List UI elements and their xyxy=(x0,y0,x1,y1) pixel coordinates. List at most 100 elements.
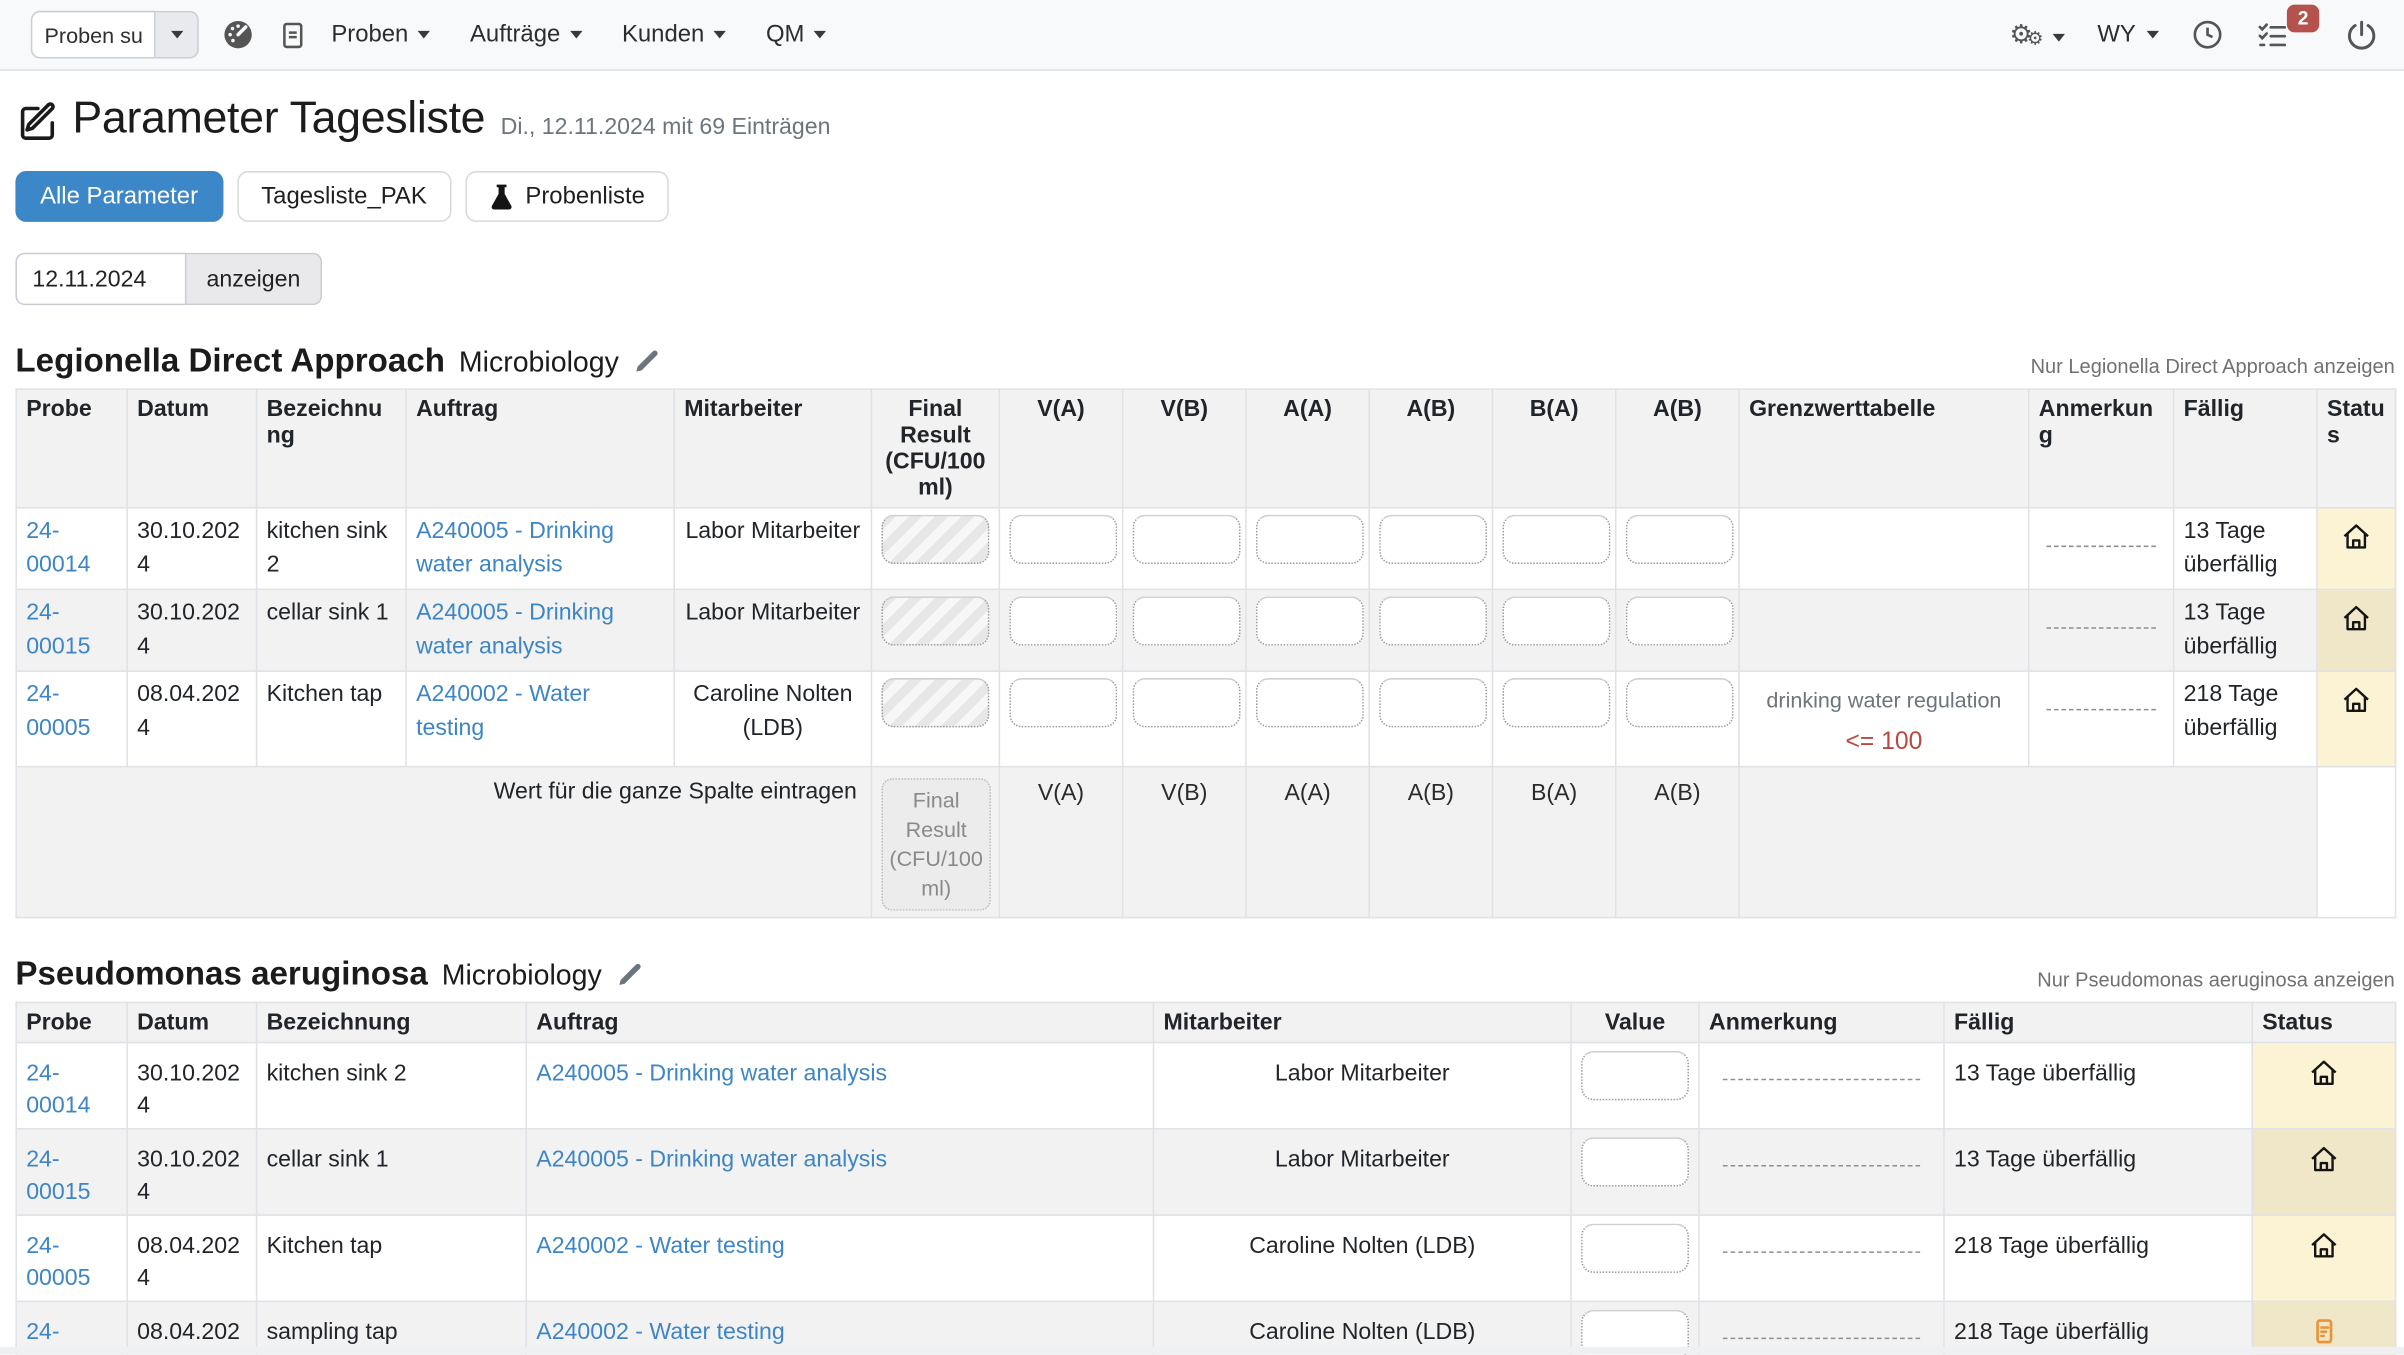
probe-link[interactable]: 24-00015 xyxy=(26,599,91,660)
house-icon[interactable] xyxy=(2262,1058,2385,1089)
edit-pencil-icon[interactable] xyxy=(633,348,659,374)
anmerkung-field[interactable] xyxy=(1722,1165,1921,1168)
notification-badge: 2 xyxy=(2286,4,2320,33)
legionella-filter-link[interactable]: Nur Legionella Direct Approach anzeigen xyxy=(2030,354,2395,378)
col-probe: Probe xyxy=(15,1002,128,1045)
menu-qm[interactable]: QM xyxy=(766,21,827,49)
bulk-aa-input[interactable]: A(A) xyxy=(1245,766,1370,920)
settings-gears-icon[interactable]: ⚙ ⚙ xyxy=(2010,22,2066,48)
power-icon[interactable] xyxy=(2345,18,2377,50)
house-icon[interactable] xyxy=(2262,1144,2385,1175)
ab-input[interactable] xyxy=(1379,514,1488,565)
value-input[interactable] xyxy=(1581,1138,1689,1188)
sample-search-input[interactable] xyxy=(30,10,156,59)
ba-input[interactable] xyxy=(1502,596,1611,646)
col-final-result: Final Result (CFU/100 ml) xyxy=(870,388,1001,509)
value-input[interactable] xyxy=(1581,1051,1689,1102)
col-auftrag: Auftrag xyxy=(525,1002,1155,1045)
user-menu[interactable]: WY xyxy=(2097,21,2159,49)
alle-parameter-button[interactable]: Alle Parameter xyxy=(15,171,223,222)
vb-input[interactable] xyxy=(1132,514,1241,565)
col-grenzwerttabelle: Grenzwerttabelle xyxy=(1738,388,2030,509)
tagesliste-pak-button[interactable]: Tagesliste_PAK xyxy=(236,171,452,222)
bulk-status-spacer xyxy=(2316,766,2397,920)
auftrag-link[interactable]: A240005 - Drinking water analysis xyxy=(536,1147,888,1174)
bulk-ab-input[interactable]: A(B) xyxy=(1368,766,1494,920)
probe-link[interactable]: 24-00005 xyxy=(26,681,91,741)
ba-input[interactable] xyxy=(1502,514,1611,565)
bulk-empty-area xyxy=(1738,766,2318,920)
aa-input[interactable] xyxy=(1255,514,1364,565)
anmerkung-field[interactable] xyxy=(2046,708,2157,711)
ab-input[interactable] xyxy=(1379,596,1488,646)
col-probe: Probe xyxy=(15,388,128,509)
probe-link[interactable]: 24-00014 xyxy=(26,517,91,578)
probenliste-button[interactable]: Probenliste xyxy=(465,171,670,222)
ab-input[interactable] xyxy=(1379,678,1488,728)
task-list-icon[interactable]: 2 xyxy=(2256,4,2320,50)
menu-auftraege[interactable]: Aufträge xyxy=(470,21,582,49)
date-input[interactable] xyxy=(15,252,187,306)
va-input[interactable] xyxy=(1009,514,1118,565)
probe-link[interactable]: 24-00015 xyxy=(26,1147,91,1206)
vb-input[interactable] xyxy=(1132,596,1241,646)
va-input[interactable] xyxy=(1009,678,1118,728)
probe-link[interactable]: 24-00005 xyxy=(26,1233,91,1293)
auftrag-link[interactable]: A240005 - Drinking water analysis xyxy=(416,517,614,578)
bulk-final-result-input-disabled: Final Result (CFU/100 ml) xyxy=(881,778,991,912)
bulk-va-input[interactable]: V(A) xyxy=(998,766,1124,920)
anmerkung-field[interactable] xyxy=(1722,1252,1921,1254)
col-va: V(A) xyxy=(998,388,1124,509)
anmerkung-field[interactable] xyxy=(1722,1079,1921,1082)
menu-proben-label: Proben xyxy=(331,20,409,48)
menu-proben[interactable]: Proben xyxy=(331,21,430,49)
col-status: Status xyxy=(2251,1002,2397,1045)
ab2-input[interactable] xyxy=(1625,514,1734,565)
grenzwert-cell xyxy=(1738,506,2030,591)
ab2-input[interactable] xyxy=(1625,678,1734,728)
house-icon[interactable] xyxy=(2262,1230,2385,1261)
auftrag-link[interactable]: A240005 - Drinking water analysis xyxy=(416,599,614,660)
auftrag-link[interactable]: A240005 - Drinking water analysis xyxy=(536,1060,888,1088)
faellig-cell: 218 Tage überfällig xyxy=(1943,1301,2253,1355)
va-input[interactable] xyxy=(1009,596,1118,646)
auftrag-link[interactable]: A240002 - Water testing xyxy=(536,1319,785,1347)
table-row: 24-00005 08.04.2024 Kitchen tap A240002 … xyxy=(15,1215,2397,1303)
user-initials: WY xyxy=(2097,20,2136,48)
vb-input[interactable] xyxy=(1132,678,1241,728)
auftrag-link[interactable]: A240002 - Water testing xyxy=(536,1233,785,1260)
document-orange-icon[interactable] xyxy=(2262,1317,2385,1348)
legionella-table: Probe Datum Bezeichnung Auftrag Mitarbei… xyxy=(15,388,2397,920)
grenzwert-cell: drinking water regulation <= 100 xyxy=(1738,670,2030,769)
edit-pencil-icon[interactable] xyxy=(616,962,642,988)
house-icon[interactable] xyxy=(2327,684,2386,715)
clock-icon[interactable] xyxy=(2191,18,2223,50)
anmerkung-field[interactable] xyxy=(2046,627,2157,629)
aa-input[interactable] xyxy=(1255,596,1364,646)
house-icon[interactable] xyxy=(2327,521,2386,552)
ab2-input[interactable] xyxy=(1625,596,1734,646)
anzeigen-button[interactable]: anzeigen xyxy=(186,252,322,306)
pseudomonas-filter-link[interactable]: Nur Pseudomonas aeruginosa anzeigen xyxy=(2037,968,2395,992)
bulk-ba-input[interactable]: B(A) xyxy=(1491,766,1617,920)
search-dropdown-button[interactable] xyxy=(155,10,199,59)
house-icon[interactable] xyxy=(2327,603,2386,634)
col-auftrag: Auftrag xyxy=(405,388,675,509)
anmerkung-field[interactable] xyxy=(2046,545,2157,548)
auftrag-link[interactable]: A240002 - Water testing xyxy=(416,681,590,741)
menu-kunden[interactable]: Kunden xyxy=(622,21,726,49)
bulk-ab2-input[interactable]: A(B) xyxy=(1614,766,1740,920)
document-icon[interactable] xyxy=(277,19,308,50)
pseudomonas-header-row: Probe Datum Bezeichnung Auftrag Mitarbei… xyxy=(15,1002,2397,1045)
aa-input[interactable] xyxy=(1255,678,1364,728)
col-status: Status xyxy=(2316,388,2397,509)
ba-input[interactable] xyxy=(1502,678,1611,728)
probe-link[interactable]: 24-00014 xyxy=(26,1060,91,1120)
value-input[interactable] xyxy=(1581,1224,1689,1274)
anmerkung-field[interactable] xyxy=(1722,1338,1921,1340)
col-datum: Datum xyxy=(126,1002,258,1045)
dashboard-gauge-icon[interactable] xyxy=(222,18,254,50)
bulk-vb-input[interactable]: V(B) xyxy=(1121,766,1247,920)
datum-cell: 30.10.2024 xyxy=(126,506,258,591)
